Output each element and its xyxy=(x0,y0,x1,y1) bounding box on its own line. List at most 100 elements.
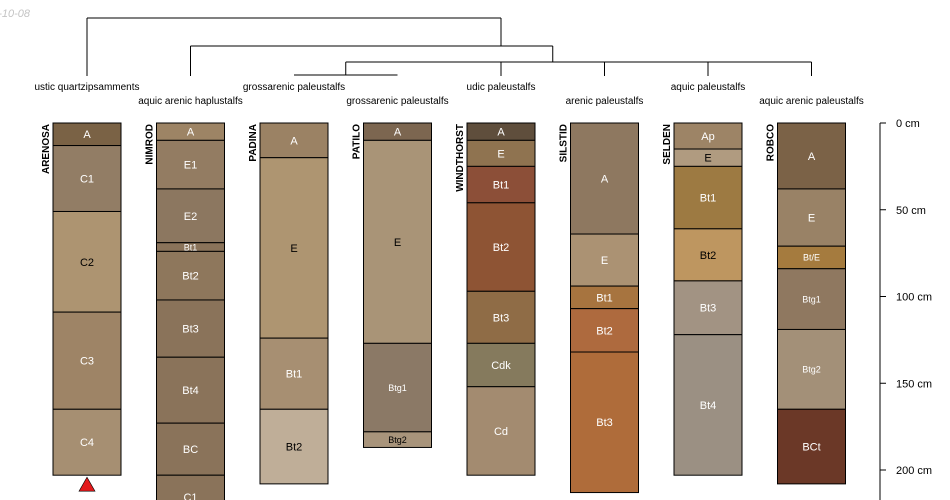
horizon-label: C1 xyxy=(80,173,94,185)
horizon-label: C3 xyxy=(80,356,94,368)
horizon-label: Bt2 xyxy=(182,271,199,283)
taxon-label: arenic paleustalfs xyxy=(566,96,644,107)
horizon-e2 xyxy=(156,188,225,244)
taxon-label: grossarenic paleustalfs xyxy=(243,82,345,93)
horizon-cdk xyxy=(466,342,536,388)
horizon-label: Bt2 xyxy=(286,442,303,454)
date-stamp: 25-10-08 xyxy=(0,8,31,20)
horizon-c1 xyxy=(156,474,225,500)
horizon-label: A xyxy=(290,135,298,147)
horizon-label: Bt1 xyxy=(493,180,510,192)
horizon-label: E xyxy=(601,255,608,267)
soil-profiles: A C1 C2 C3 C4 ARENOSA A E1 E2 Bt1 Bt2 Bt3 Bt4 BC C1 NIM… xyxy=(41,122,846,500)
horizon-label: Bt/E xyxy=(803,253,820,263)
horizon-bt1 xyxy=(259,337,329,410)
horizon-label: Btg2 xyxy=(388,435,407,445)
horizon-btg1 xyxy=(777,268,846,330)
profile-selden: Ap E Bt1 Bt2 Bt3 Bt4 SELDEN xyxy=(662,122,743,476)
profile-name: WINDTHORST xyxy=(455,124,466,192)
horizon-label: BC xyxy=(183,444,198,456)
horizon-label: E xyxy=(497,148,504,160)
profile-nimrod: A E1 E2 Bt1 Bt2 Bt3 Bt4 BC C1 NIMROD xyxy=(145,122,225,500)
horizon-label: C1 xyxy=(183,492,197,500)
horizon-bc xyxy=(156,422,225,476)
horizon-label: A xyxy=(83,129,91,141)
horizon-c4 xyxy=(52,408,122,476)
profile-windthorst: AE Bt1 Bt2 Bt3 Cdk Cd WINDTHORST xyxy=(455,122,536,476)
horizon-label: BCt xyxy=(802,442,820,454)
horizon-ap xyxy=(673,122,743,150)
horizon-bt2 xyxy=(156,250,225,301)
horizon-btg2 xyxy=(363,431,432,448)
horizon-bt3 xyxy=(156,299,225,358)
horizon-label: E1 xyxy=(184,160,197,172)
horizon-label: Bt4 xyxy=(182,385,199,397)
horizon-cd xyxy=(466,386,536,476)
truncation-marker xyxy=(78,476,96,492)
horizon-label: Bt3 xyxy=(596,417,613,429)
horizon-bt2 xyxy=(259,408,329,485)
horizon-label: A xyxy=(187,127,195,139)
taxon-label: udic paleustalfs xyxy=(467,82,536,93)
profile-name: SELDEN xyxy=(662,124,673,165)
horizon-label: Cd xyxy=(494,426,508,438)
taxon-label: aquic paleustalfs xyxy=(671,82,746,93)
taxon-label: ustic quartzipsamments xyxy=(34,82,139,93)
profile-name: PATILO xyxy=(352,124,363,159)
horizon-label: Btg2 xyxy=(802,365,821,375)
horizon-label: E xyxy=(290,243,297,255)
horizon-bt1 xyxy=(466,165,536,204)
horizon-bt2 xyxy=(673,228,743,282)
horizon-label: Bt1 xyxy=(184,242,198,252)
horizon-label: Bt2 xyxy=(700,250,717,262)
profile-robco: A E Bt/E Btg1 Btg2 BCt ROBCO xyxy=(766,122,846,485)
taxon-label: aquic arenic haplustalfs xyxy=(138,96,243,107)
horizon-bt4 xyxy=(673,334,743,476)
depth-tick-label: 200 cm xyxy=(896,465,932,477)
horizon-label: A xyxy=(394,127,402,139)
horizon-label: Btg1 xyxy=(388,383,407,393)
profile-patilo: A E Btg1 Btg2 PATILO xyxy=(352,122,432,448)
horizon-bt1 xyxy=(673,165,743,230)
horizon-e xyxy=(570,233,639,287)
horizon-label: Bt1 xyxy=(596,292,613,304)
horizon-e xyxy=(363,139,432,344)
horizon-bt3 xyxy=(673,280,743,336)
horizon-label: E xyxy=(394,237,401,249)
horizon-label: E xyxy=(808,213,815,225)
horizon-label: C2 xyxy=(80,257,94,269)
horizon-bt4 xyxy=(156,356,225,424)
profile-name: PADINA xyxy=(248,124,259,162)
horizon-label: A xyxy=(601,173,609,185)
horizon-bt2 xyxy=(570,308,639,353)
profile-arenosa: A C1 C2 C3 C4 ARENOSA xyxy=(41,122,122,492)
horizon-bt3 xyxy=(466,290,536,344)
taxon-labels: ustic quartzipsamments aquic arenic haplu… xyxy=(34,82,863,107)
horizon-label: Btg1 xyxy=(802,294,821,304)
dendrogram xyxy=(86,17,812,76)
depth-tick-label: 100 cm xyxy=(896,292,932,304)
horizon-label: Ap xyxy=(701,131,714,143)
horizon-label: A xyxy=(497,127,505,139)
horizon-bt2 xyxy=(466,202,536,292)
horizon-btg1 xyxy=(363,342,432,433)
profile-name: ROBCO xyxy=(766,124,777,161)
profile-name: NIMROD xyxy=(145,124,156,165)
horizon-label: Bt3 xyxy=(182,324,199,336)
depth-tick-label: 50 cm xyxy=(896,205,926,217)
horizon-label: Bt3 xyxy=(700,303,717,315)
horizon-label: Cdk xyxy=(491,360,511,372)
depth-tick-label: 150 cm xyxy=(896,378,932,390)
horizon-label: C4 xyxy=(80,437,94,449)
horizon-e1 xyxy=(156,139,225,190)
horizon-label: Bt1 xyxy=(700,193,717,205)
taxon-label: grossarenic paleustalfs xyxy=(346,96,448,107)
horizon-a xyxy=(777,122,846,190)
horizon-label: Bt4 xyxy=(700,400,717,412)
horizon-a xyxy=(570,122,639,235)
horizon-label: Bt2 xyxy=(493,242,510,254)
horizon-label: E xyxy=(704,153,711,165)
horizon-e xyxy=(259,157,329,339)
taxon-label: aquic arenic paleustalfs xyxy=(759,96,864,107)
